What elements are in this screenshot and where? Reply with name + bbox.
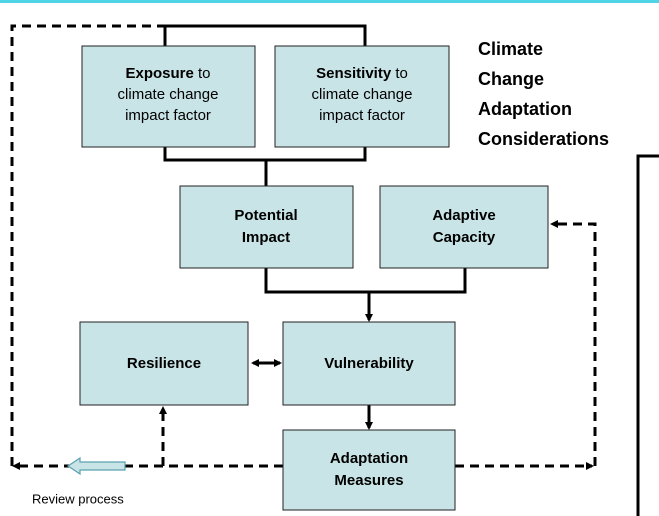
title: Change [478,69,544,89]
caption: Review process [32,491,124,506]
node-label: Potential [234,207,297,224]
node-label: Resilience [127,355,201,372]
node-box [282,321,456,406]
node-box [81,45,256,148]
node-label: impact factor [319,107,405,124]
connectors [10,24,597,476]
node-label: climate change [118,86,219,103]
node-label: Sensitivity to [316,65,408,82]
node-label: Impact [242,229,290,246]
top-band [0,0,659,3]
title: Climate [478,39,543,59]
node-label: Exposure to [125,65,210,82]
node-label: climate change [312,86,413,103]
node-label: Adaptive [432,207,495,224]
node-label: Adaptation [330,450,408,467]
title: Adaptation [478,99,572,119]
node-label: Measures [334,472,403,489]
node-box [79,321,249,406]
node-box [274,45,450,148]
node-box [179,185,354,269]
node-label: Vulnerability [324,355,414,372]
side-frame [636,154,659,516]
node-box [379,185,549,269]
node-box [282,429,456,511]
node-label: Capacity [433,229,496,246]
node-label: impact factor [125,107,211,124]
title: Considerations [478,129,609,149]
